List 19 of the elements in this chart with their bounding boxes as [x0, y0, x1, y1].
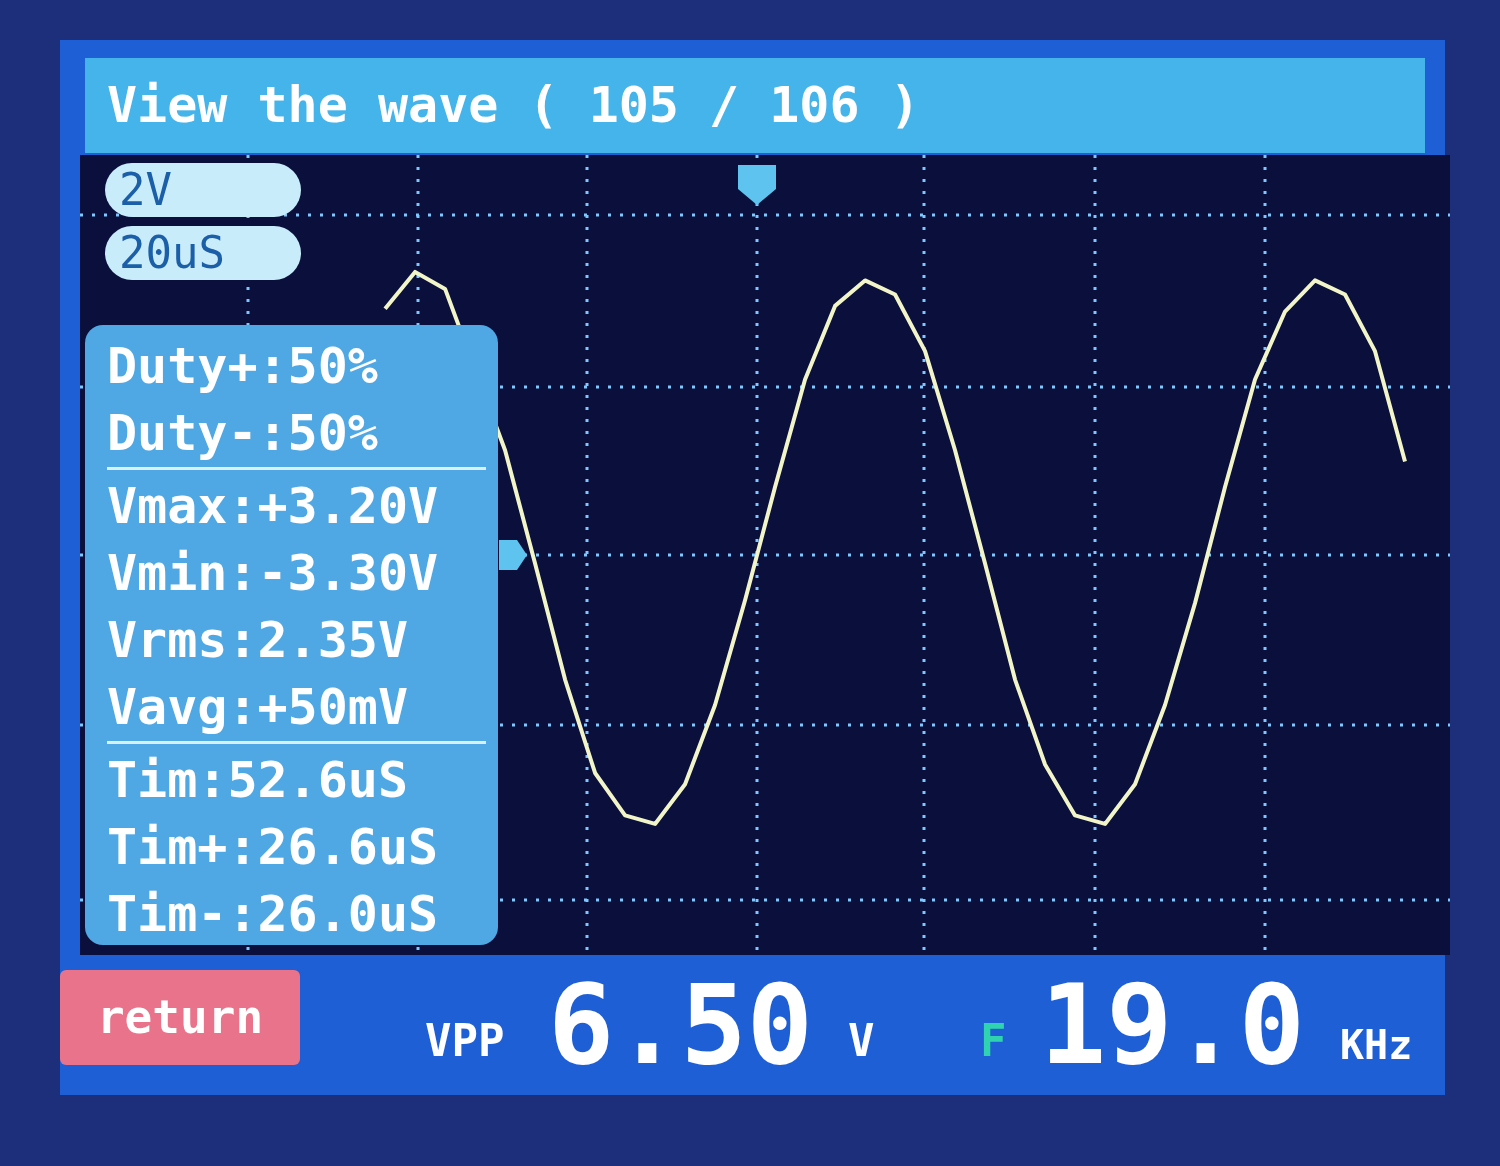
text: return — [60, 970, 300, 1065]
annotation: Tim:52.6uS — [107, 750, 409, 811]
text: F — [980, 1015, 1007, 1066]
text: 6.50 — [548, 961, 813, 1089]
text: 19.0 — [1040, 961, 1305, 1089]
text: V — [848, 1015, 875, 1066]
annotation: Vmin:-3.30V — [107, 543, 439, 604]
text: 2V — [105, 163, 301, 217]
text: Tim-:26.0uS — [107, 884, 439, 945]
annotation: Vmax:+3.20V — [107, 476, 439, 537]
annotation: Duty-:50% — [107, 403, 378, 464]
text: 20uS — [105, 226, 301, 280]
annotation: Tim+:26.6uS — [107, 817, 439, 878]
annotation: Vrms:2.35V — [107, 610, 409, 671]
text: KHz — [1340, 1022, 1413, 1068]
chart-title: View the wave ( 105 / 106 ) — [85, 58, 1425, 153]
text: VPP — [425, 1015, 505, 1066]
annotation: Vavg:+50mV — [107, 677, 409, 738]
annotation: Duty+:50% — [107, 336, 378, 397]
